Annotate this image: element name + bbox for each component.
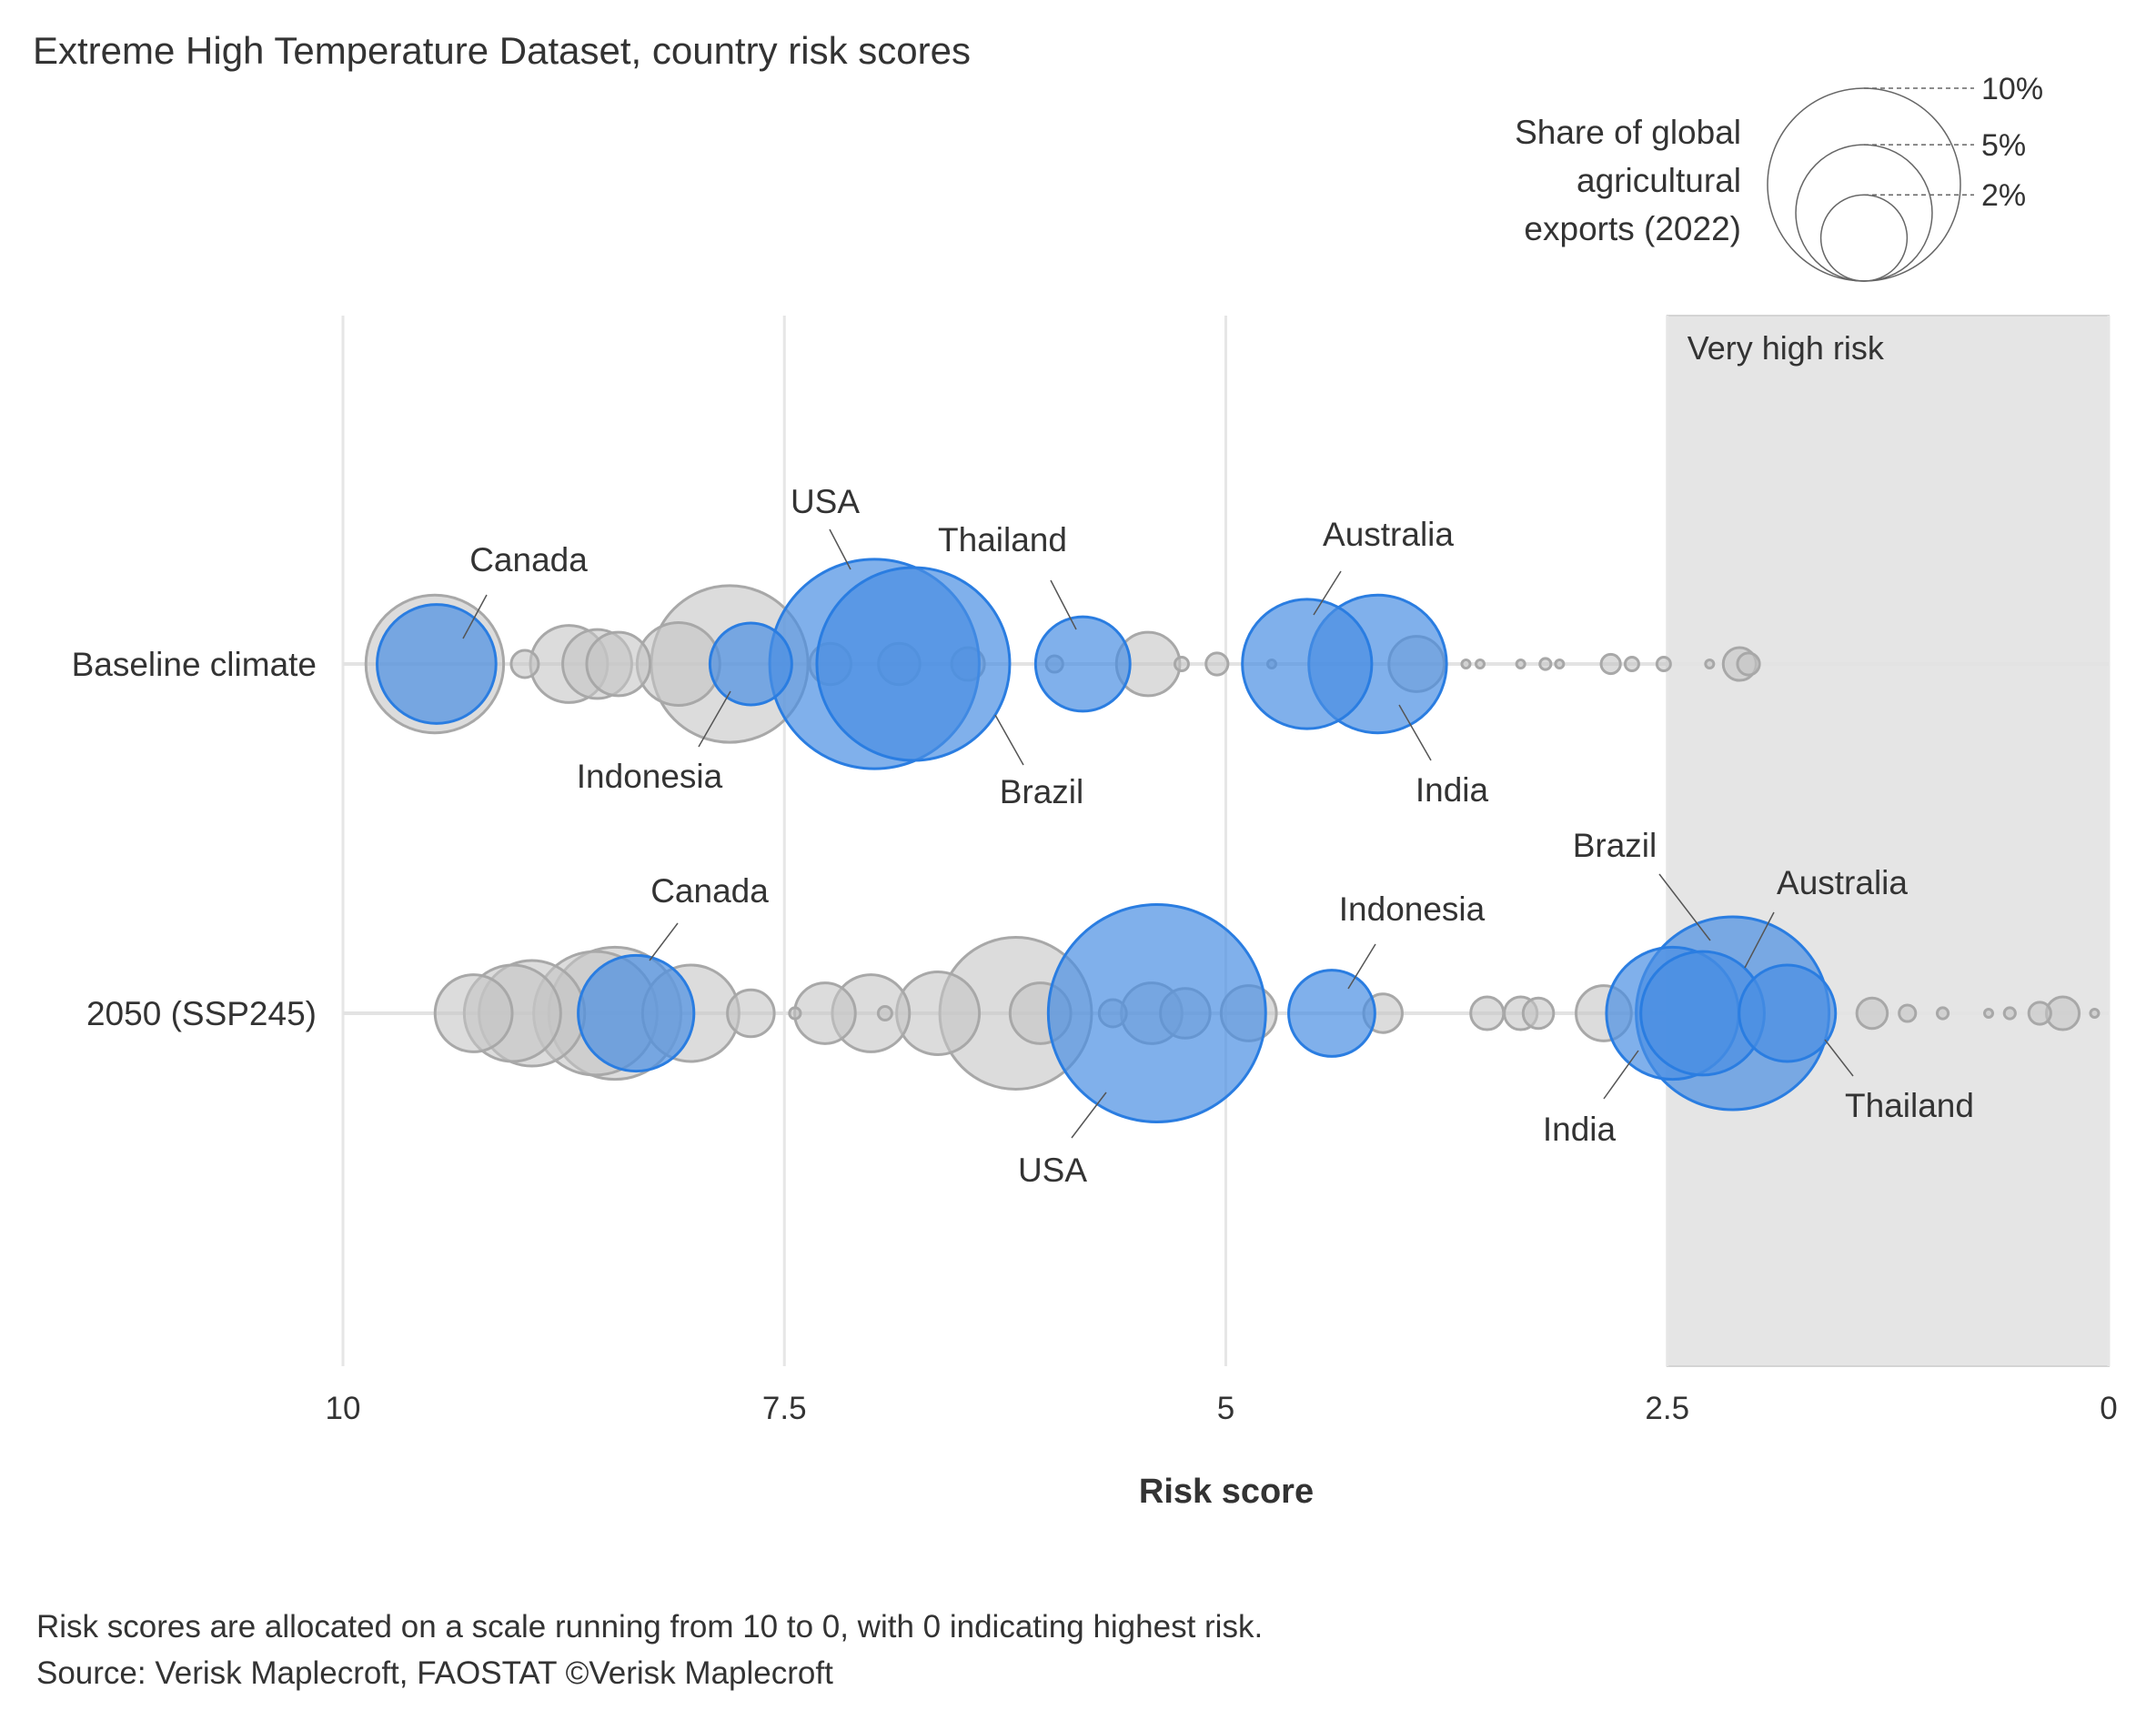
bubble-canada (577, 953, 696, 1073)
bubble-other (1898, 1003, 1918, 1023)
bubble-other (1623, 656, 1640, 672)
size-legend-title: exports (2022) (1524, 210, 1741, 247)
size-legend-title: agricultural (1577, 162, 1741, 199)
bubble-other (585, 630, 652, 698)
country-label: Brazil (1573, 827, 1657, 864)
bubble-indonesia (1287, 969, 1376, 1058)
footnote-2: Source: Verisk Maplecroft, FAOSTAT ©Veri… (36, 1655, 833, 1691)
bubble-brazil (815, 566, 1012, 762)
leader-line (1658, 873, 1711, 941)
bubble-other (2027, 1001, 2052, 1026)
country-label: Indonesia (1339, 890, 1486, 928)
country-label: India (1416, 771, 1489, 809)
x-tick-label: 10 (326, 1391, 361, 1426)
leader-line (462, 594, 488, 639)
leader-line (649, 922, 679, 961)
leader-line (1603, 1050, 1639, 1100)
bubble-other (793, 981, 857, 1045)
bubble-other (726, 988, 776, 1039)
leader-line (1347, 943, 1376, 990)
bubble-other (1599, 652, 1622, 676)
bubble-other (1521, 996, 1556, 1031)
x-tick-label: 5 (1217, 1391, 1234, 1426)
bubble-usa (1046, 903, 1267, 1123)
country-label: Canada (650, 872, 769, 910)
size-legend-title: Share of global (1515, 114, 1741, 151)
bubble-other (1935, 1006, 1950, 1021)
bubble-other (1983, 1008, 1995, 1019)
x-tick-label: 7.5 (762, 1391, 807, 1426)
chart-title: Extreme High Temperature Dataset, countr… (33, 29, 971, 72)
bubble-other (1460, 659, 1472, 669)
size-legend-circle (1767, 87, 1961, 282)
leader-line (1744, 911, 1775, 969)
country-label: Thailand (1845, 1087, 1974, 1124)
country-label: USA (791, 483, 860, 520)
size-legend-label: 10% (1981, 72, 2043, 106)
bubble-other (433, 973, 514, 1053)
leader-line (1313, 570, 1342, 616)
row-label: 2050 (SSP245) (86, 995, 317, 1032)
bubble-other (1554, 659, 1566, 669)
country-label: India (1543, 1111, 1617, 1148)
leader-line (1050, 579, 1077, 630)
leader-line (1071, 1091, 1107, 1139)
bubble-other (1475, 659, 1486, 669)
bubble-thailand (1033, 615, 1132, 713)
leader-line (698, 690, 731, 748)
country-label: Indonesia (577, 758, 723, 795)
bubble-other (2089, 1008, 2101, 1019)
bubble-other (788, 1006, 802, 1021)
x-axis-label: Risk score (1139, 1473, 1314, 1511)
very-high-risk-region (1666, 315, 2110, 1367)
bubble-other (1173, 656, 1190, 672)
bubble-other (1204, 651, 1230, 677)
country-label: USA (1018, 1152, 1087, 1189)
country-label: Australia (1777, 864, 1908, 901)
bubble-other (1469, 995, 1506, 1031)
row-label: Baseline climate (72, 646, 317, 683)
bubble-other (1855, 996, 1889, 1031)
size-legend-circle (1819, 194, 1909, 282)
size-legend-label: 5% (1981, 128, 2026, 163)
bubble-other (876, 1005, 893, 1021)
bubble-other (1515, 659, 1526, 669)
leader-line (829, 528, 851, 570)
bubble-thailand (1738, 963, 1838, 1063)
very-high-risk-label: Very high risk (1688, 329, 1885, 367)
leader-line (1824, 1039, 1854, 1077)
size-legend-circle (1795, 144, 1933, 282)
x-tick-label: 2.5 (1645, 1391, 1689, 1426)
x-tick-label: 0 (2100, 1391, 2117, 1426)
country-label: Brazil (1000, 773, 1084, 810)
size-legend-label: 2% (1981, 178, 2026, 213)
bubble-other (1736, 651, 1761, 677)
country-label: Australia (1323, 516, 1454, 553)
bubble-indonesia (708, 621, 793, 707)
leader-line (1398, 704, 1432, 761)
leader-line (994, 714, 1024, 766)
country-label: Canada (469, 541, 588, 578)
bubble-other (1538, 657, 1553, 671)
bubble-other (509, 649, 540, 679)
bubble-canada (376, 603, 498, 725)
bubble-other (1655, 656, 1672, 672)
bubble-australia (1241, 598, 1374, 730)
bubble-other (2002, 1006, 2017, 1021)
bubble-other (1704, 659, 1716, 669)
footnote-1: Risk scores are allocated on a scale run… (36, 1609, 1263, 1645)
country-label: Thailand (938, 521, 1067, 558)
